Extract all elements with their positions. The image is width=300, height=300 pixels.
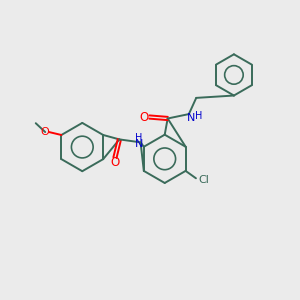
Text: O: O <box>41 127 50 137</box>
Text: H: H <box>135 133 143 143</box>
Text: O: O <box>110 156 120 169</box>
Text: N: N <box>187 113 195 124</box>
Text: O: O <box>140 110 149 124</box>
Text: N: N <box>135 139 143 149</box>
Text: Cl: Cl <box>199 175 210 185</box>
Text: H: H <box>195 110 202 121</box>
